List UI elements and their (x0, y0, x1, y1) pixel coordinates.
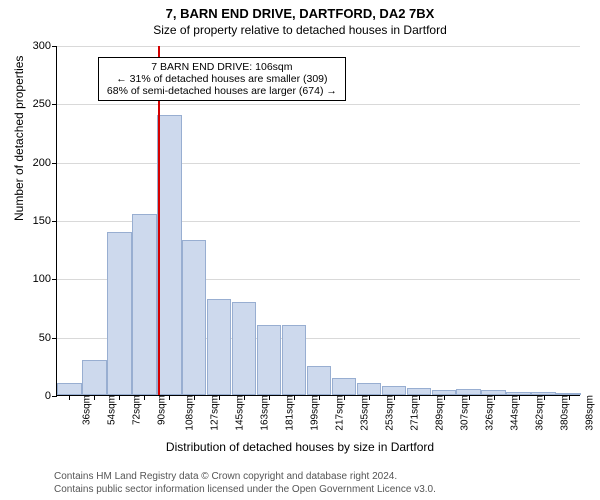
bar (82, 360, 106, 395)
bar (107, 232, 131, 395)
xtick-label: 36sqm (76, 395, 93, 425)
gridline (57, 46, 580, 47)
xtick-label: 398sqm (578, 395, 595, 431)
xtick-mark (194, 395, 195, 400)
xtick-mark (419, 395, 420, 400)
xtick-mark (94, 395, 95, 400)
gridline (57, 163, 580, 164)
xtick-label: 181sqm (278, 395, 295, 431)
xtick-label: 307sqm (453, 395, 470, 431)
xtick-mark (569, 395, 570, 400)
xtick-mark (394, 395, 395, 400)
xtick-mark (269, 395, 270, 400)
xtick-label: 163sqm (253, 395, 270, 431)
xtick-label: 344sqm (503, 395, 520, 431)
xtick-label: 380sqm (553, 395, 570, 431)
chart-area: 05010015020025030036sqm54sqm72sqm90sqm10… (56, 46, 580, 396)
bar (407, 388, 431, 395)
xtick-mark (69, 395, 70, 400)
bar (207, 299, 231, 395)
ytick-label: 250 (33, 98, 57, 110)
xtick-mark (444, 395, 445, 400)
xtick-mark (469, 395, 470, 400)
bar (332, 378, 356, 396)
xtick-label: 217sqm (328, 395, 345, 431)
ytick-label: 50 (39, 332, 57, 344)
ytick-label: 200 (33, 157, 57, 169)
footer-line-2: Contains public sector information licen… (54, 484, 436, 497)
xtick-mark (344, 395, 345, 400)
bar (132, 214, 156, 395)
xtick-mark (244, 395, 245, 400)
xtick-mark (494, 395, 495, 400)
ytick-label: 150 (33, 215, 57, 227)
xtick-mark (119, 395, 120, 400)
xtick-label: 127sqm (204, 395, 221, 431)
footer: Contains HM Land Registry data © Crown c… (54, 471, 436, 496)
bar (382, 386, 406, 395)
xtick-label: 108sqm (179, 395, 196, 431)
ytick-label: 100 (33, 273, 57, 285)
annotation-line: 68% of semi-detached houses are larger (… (107, 85, 337, 97)
bar (157, 115, 181, 395)
bar (57, 383, 81, 395)
bar (357, 383, 381, 395)
bar (257, 325, 281, 395)
xtick-mark (544, 395, 545, 400)
xtick-mark (294, 395, 295, 400)
xtick-mark (519, 395, 520, 400)
xtick-label: 326sqm (478, 395, 495, 431)
xtick-label: 145sqm (228, 395, 245, 431)
xtick-label: 253sqm (378, 395, 395, 431)
annotation-line: 7 BARN END DRIVE: 106sqm (107, 61, 337, 73)
annotation-box: 7 BARN END DRIVE: 106sqm← 31% of detache… (98, 57, 346, 101)
xtick-mark (369, 395, 370, 400)
xtick-mark (219, 395, 220, 400)
annotation-line: ← 31% of detached houses are smaller (30… (107, 73, 337, 85)
xtick-label: 54sqm (101, 395, 118, 425)
xtick-label: 72sqm (126, 395, 143, 425)
xtick-label: 235sqm (353, 395, 370, 431)
footer-line-1: Contains HM Land Registry data © Crown c… (54, 471, 436, 484)
bar (307, 366, 331, 395)
bar (282, 325, 306, 395)
x-axis-label: Distribution of detached houses by size … (0, 440, 600, 454)
xtick-label: 271sqm (403, 395, 420, 431)
xtick-mark (169, 395, 170, 400)
xtick-label: 199sqm (303, 395, 320, 431)
xtick-label: 90sqm (151, 395, 168, 425)
bar (232, 302, 256, 395)
ytick-label: 0 (45, 390, 57, 402)
gridline (57, 104, 580, 105)
y-axis-label: Number of detached properties (12, 56, 26, 221)
xtick-mark (144, 395, 145, 400)
xtick-label: 362sqm (528, 395, 545, 431)
page-subtitle: Size of property relative to detached ho… (0, 21, 600, 37)
xtick-mark (319, 395, 320, 400)
ytick-label: 300 (33, 40, 57, 52)
xtick-label: 289sqm (428, 395, 445, 431)
bar (182, 240, 206, 395)
page-title: 7, BARN END DRIVE, DARTFORD, DA2 7BX (0, 0, 600, 21)
